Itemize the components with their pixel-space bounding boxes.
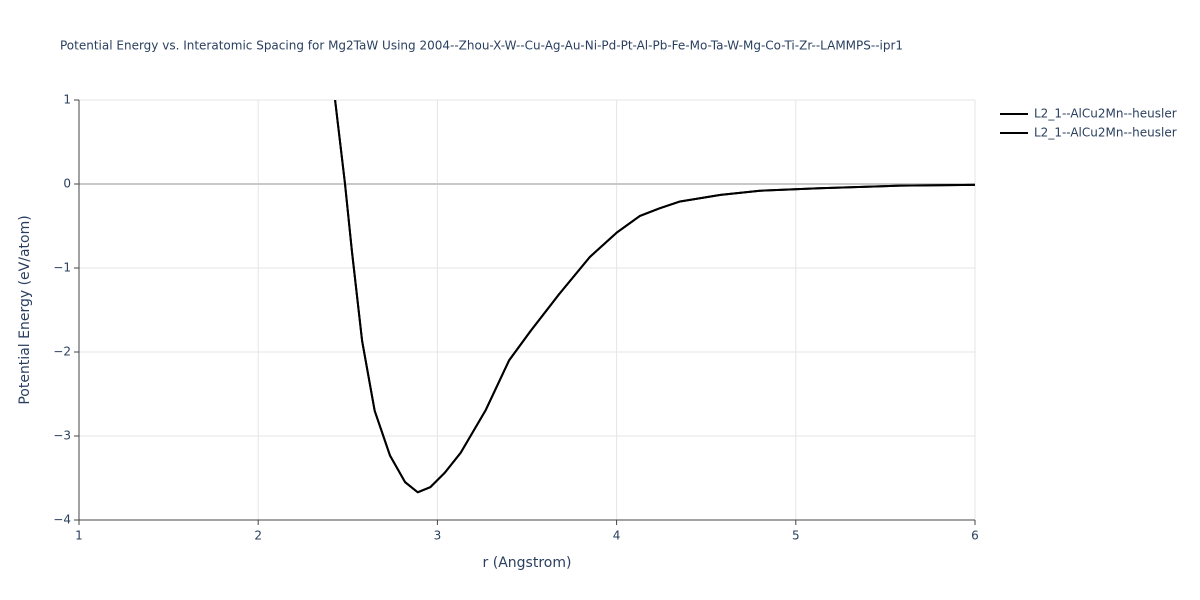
- x-tick-label: 1: [75, 529, 83, 543]
- legend-label: L2_1--AlCu2Mn--heusler: [1034, 107, 1177, 121]
- legend: L2_1--AlCu2Mn--heusler L2_1--AlCu2Mn--heu…: [1000, 107, 1177, 140]
- x-tick-label: 5: [792, 529, 800, 543]
- y-tick-label: 1: [63, 93, 71, 107]
- x-tick-label: 4: [613, 529, 621, 543]
- grid: 1 2 3 4 5 6 −4 −3 −2 −1 0 1: [53, 93, 979, 543]
- y-tick-label: −1: [53, 261, 71, 275]
- y-axis-title: Potential Energy (eV/atom): [17, 215, 33, 404]
- x-tick-label: 3: [434, 529, 442, 543]
- data-line: [334, 100, 975, 494]
- y-tick-label: −4: [53, 513, 71, 527]
- plot-area: [334, 100, 975, 494]
- legend-label: L2_1--AlCu2Mn--heusler: [1034, 126, 1177, 140]
- x-tick-label: 2: [254, 529, 262, 543]
- x-axis-title: r (Angstrom): [483, 555, 572, 571]
- chart-title: Potential Energy vs. Interatomic Spacing…: [60, 39, 903, 53]
- y-tick-label: −2: [53, 345, 71, 359]
- y-tick-label: −3: [53, 429, 71, 443]
- y-tick-label: 0: [63, 177, 71, 191]
- x-tick-label: 6: [971, 529, 979, 543]
